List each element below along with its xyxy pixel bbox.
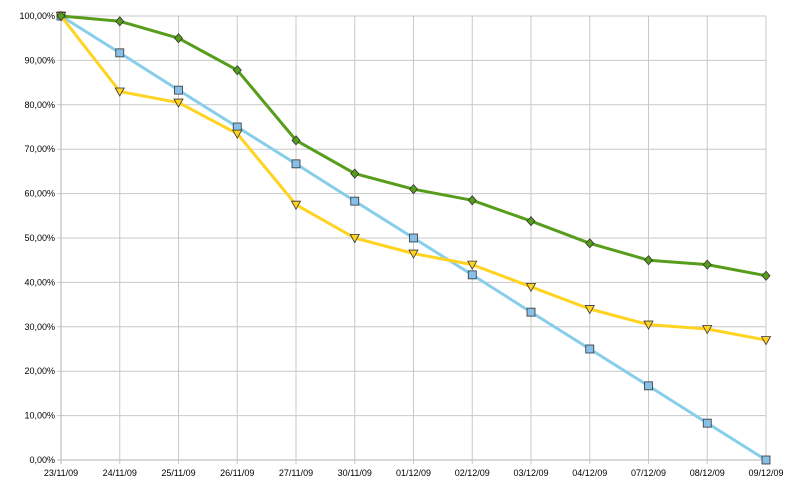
x-axis-tick-labels: 23/11/09 24/11/09 25/11/09 26/11/09 27/11/09… [44,468,784,478]
x-tick-label: 30/11/09 [338,468,372,478]
y-tick-label: 60,00% [24,189,55,199]
data-point-marker [174,85,183,95]
data-point-marker [585,238,595,249]
y-tick-label: 80,00% [24,100,55,110]
y-tick-label: 100,00% [19,11,55,21]
x-tick-label: 07/12/09 [631,468,666,478]
data-point-marker [644,381,653,391]
data-point-marker [526,216,536,227]
y-tick-label: 0,00% [29,455,55,465]
data-point-marker [467,270,477,280]
data-point-marker [408,249,419,259]
series-group [55,10,772,465]
data-point-marker [173,98,184,108]
data-point-marker [232,129,243,139]
data-point-marker [525,282,537,293]
x-tick-label: 26/11/09 [220,468,254,478]
data-point-marker [467,260,478,270]
y-tick-label: 10,00% [24,411,55,421]
data-point-marker [409,233,418,243]
data-point-marker [291,159,301,169]
data-point-marker [115,16,125,27]
data-point-marker [761,455,771,465]
x-tick-label: 27/11/09 [279,468,313,478]
x-tick-label: 09/12/09 [748,468,783,478]
x-tick-label: 24/11/09 [103,468,137,478]
y-tick-label: 70,00% [24,144,55,154]
data-point-marker [232,65,242,76]
data-point-marker [585,344,595,354]
data-point-marker [115,48,125,58]
data-point-marker [702,259,712,270]
data-point-marker [56,10,66,22]
data-point-marker [760,336,772,346]
y-tick-label: 90,00% [24,55,55,65]
x-tick-label: 01/12/09 [396,468,431,478]
data-point-marker [643,255,654,266]
data-point-marker [526,307,536,317]
data-point-marker [761,270,771,281]
data-point-marker [114,87,125,97]
data-point-marker [350,168,360,179]
x-tick-label: 23/11/09 [44,468,78,478]
data-point-marker [643,320,654,330]
data-point-marker [290,200,302,211]
data-point-marker [349,234,360,244]
y-tick-label: 20,00% [24,366,55,376]
data-point-marker [408,184,419,195]
data-point-marker [467,195,477,206]
series-2 [55,12,772,346]
x-tick-label: 02/12/09 [455,468,490,478]
x-tick-label: 04/12/09 [572,468,607,478]
x-tick-label: 25/11/09 [161,468,195,478]
data-point-marker [702,325,713,335]
series-3 [56,10,771,281]
y-tick-label: 30,00% [24,322,55,332]
x-tick-label: 03/12/09 [513,468,548,478]
data-point-marker [702,418,712,428]
data-point-marker [584,305,595,315]
x-tick-label: 08/12/09 [690,468,725,478]
series-1 [56,11,771,465]
y-tick-label: 40,00% [24,277,55,287]
data-point-marker [173,33,184,44]
data-point-marker [350,196,360,206]
data-point-marker [291,135,301,146]
y-axis-tick-labels: 0,00% 10,00% 20,00% 30,00% 40,00% 50,00% 60,00… [19,11,55,465]
y-tick-label: 50,00% [24,233,55,243]
